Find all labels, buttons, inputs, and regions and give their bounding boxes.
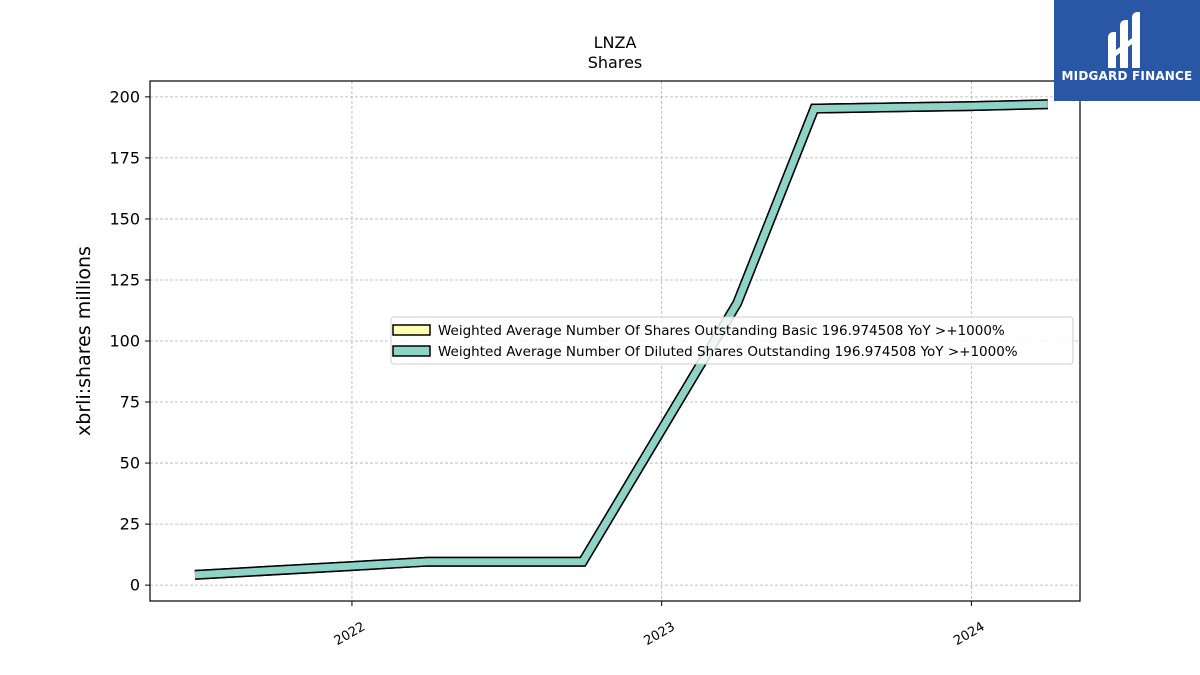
legend-box	[390, 316, 1074, 365]
y-axis-label: xbrli:shares millions	[73, 246, 95, 436]
y-tick-label: 175	[109, 148, 140, 167]
y-tick-label: 50	[120, 454, 140, 473]
x-tick-label: 2023	[642, 619, 678, 649]
logo-text: MIDGARD FINANCE	[1061, 69, 1193, 83]
y-tick-label: 75	[120, 393, 140, 412]
chart-title: LNZA	[594, 33, 637, 52]
y-tick-label: 100	[109, 332, 140, 351]
midgard-logo-icon	[1108, 12, 1140, 68]
midgard-finance-logo: MIDGARD FINANCE	[1054, 0, 1200, 101]
series-1-line	[194, 100, 1048, 579]
y-tick-label: 125	[109, 270, 140, 289]
x-tick-label: 2024	[951, 619, 987, 649]
y-tick-label: 0	[130, 576, 140, 595]
legend-swatch	[392, 345, 431, 357]
x-axis: 2022 2023 2024	[332, 601, 987, 649]
legend: Weighted Average Number Of Shares Outsta…	[390, 316, 1074, 365]
y-tick-label: 200	[109, 87, 140, 106]
legend-label: Weighted Average Number Of Diluted Share…	[438, 344, 1018, 360]
legend-swatch	[392, 324, 431, 336]
y-tick-label: 25	[120, 515, 140, 534]
x-tick-label: 2022	[332, 619, 368, 649]
y-axis: 0 25 50 75 100 125 150 175 200	[109, 87, 150, 595]
y-tick-label: 150	[109, 209, 140, 228]
series-layer	[194, 99, 1048, 580]
legend-label: Weighted Average Number Of Shares Outsta…	[438, 323, 1005, 339]
chart-subtitle: Shares	[588, 53, 643, 72]
